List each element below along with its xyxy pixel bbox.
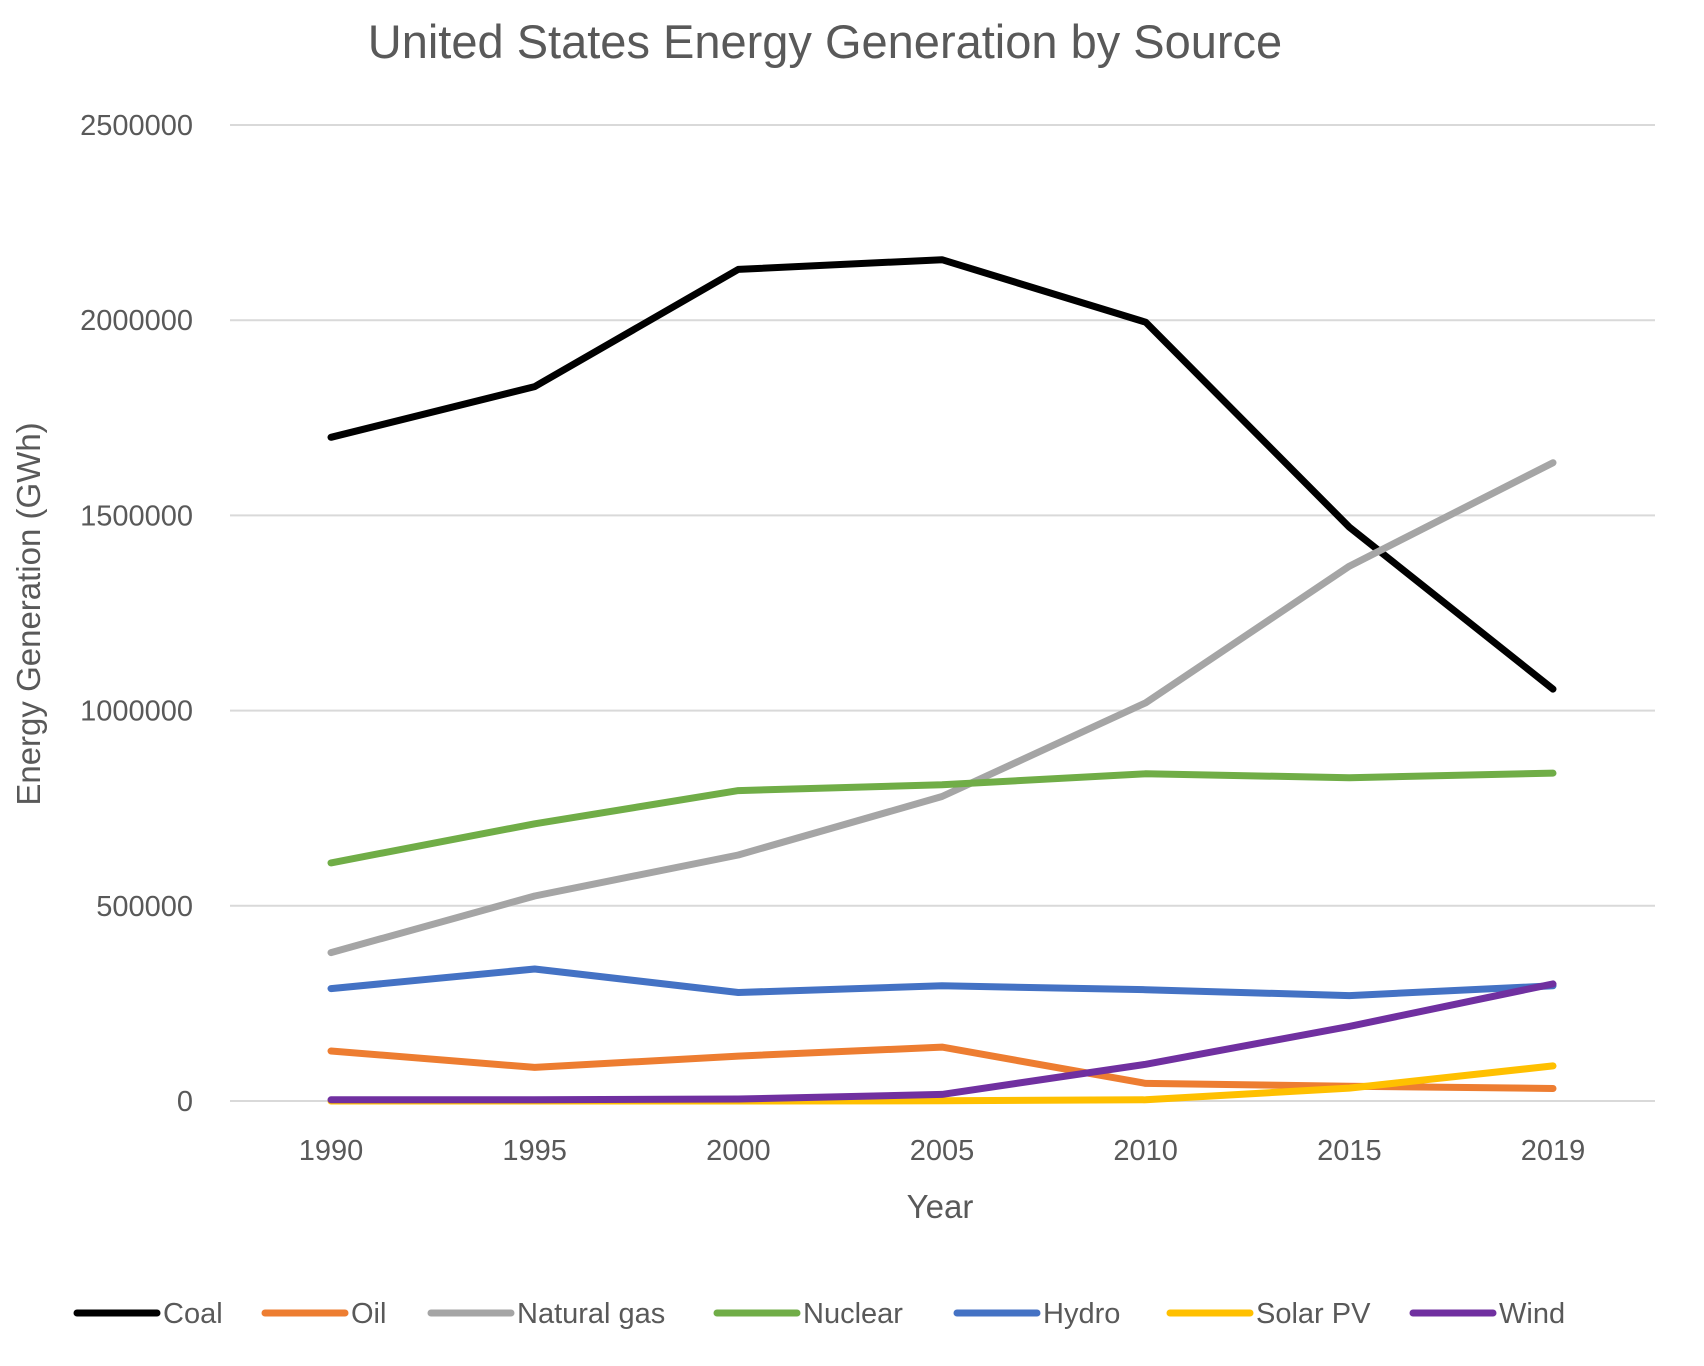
y-axis-title: Energy Generation (GWh) xyxy=(10,422,47,805)
y-tick-label: 500000 xyxy=(96,891,193,923)
x-tick-label: 1995 xyxy=(502,1135,567,1167)
legend: Coal Oil Natural gas Nuclear Hydro Solar PV Wi… xyxy=(73,1298,1565,1330)
y-axis-ticks: 0 500000 1000000 1500000 2000000 2500000 xyxy=(80,110,193,1118)
x-tick-label: 1990 xyxy=(299,1135,364,1167)
legend-label-natural-gas: Natural gas xyxy=(517,1298,665,1330)
legend-label-oil: Oil xyxy=(351,1298,386,1330)
y-tick-label: 2500000 xyxy=(80,110,193,142)
series-line-oil xyxy=(327,1043,1557,1092)
legend-label-solar-pv: Solar PV xyxy=(1256,1298,1371,1330)
x-tick-label: 2010 xyxy=(1113,1135,1178,1167)
series-line-wind xyxy=(327,980,1557,1104)
y-tick-label: 1000000 xyxy=(80,696,193,728)
series-line-nuclear xyxy=(327,769,1557,867)
x-axis-ticks: 1990 1995 2000 2005 2010 2015 2019 xyxy=(299,1135,1586,1167)
series-line-coal xyxy=(327,256,1557,693)
x-tick-label: 2000 xyxy=(706,1135,771,1167)
legend-label-coal: Coal xyxy=(163,1298,223,1330)
series-line-hydro xyxy=(327,965,1557,1000)
x-tick-label: 2019 xyxy=(1521,1135,1586,1167)
gridlines xyxy=(230,124,1655,1102)
legend-label-wind: Wind xyxy=(1499,1298,1565,1330)
series-line-natural-gas xyxy=(327,459,1557,957)
x-tick-label: 2005 xyxy=(910,1135,975,1167)
legend-label-nuclear: Nuclear xyxy=(803,1298,903,1330)
y-tick-label: 0 xyxy=(177,1086,193,1118)
y-tick-label: 2000000 xyxy=(80,305,193,337)
chart-title: United States Energy Generation by Sourc… xyxy=(368,15,1282,68)
x-tick-label: 2015 xyxy=(1317,1135,1382,1167)
legend-label-hydro: Hydro xyxy=(1043,1298,1120,1330)
series-lines xyxy=(327,256,1557,1105)
y-tick-label: 1500000 xyxy=(80,500,193,532)
x-axis-title: Year xyxy=(907,1188,974,1225)
